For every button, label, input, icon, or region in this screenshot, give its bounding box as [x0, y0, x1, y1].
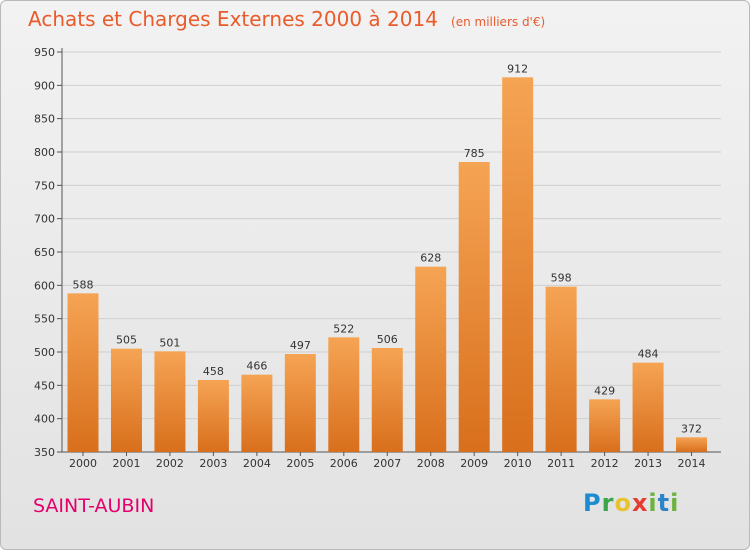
y-tick-label: 700 — [34, 213, 55, 226]
x-tick-label: 2003 — [199, 457, 227, 470]
y-tick-label: 400 — [34, 413, 55, 426]
bar — [197, 380, 229, 452]
y-tick-label: 500 — [34, 346, 55, 359]
y-tick-label: 850 — [34, 113, 55, 126]
proxiti-logo: Proxiti — [583, 489, 679, 517]
bar-value-label: 497 — [290, 339, 311, 352]
bar — [676, 437, 708, 452]
bar — [545, 286, 577, 452]
bar — [589, 399, 621, 452]
logo-letter: i — [648, 489, 658, 517]
bar-value-label: 466 — [246, 360, 267, 373]
logo-letter: o — [614, 489, 632, 517]
bar-value-label: 429 — [594, 384, 615, 397]
x-tick-label: 2000 — [69, 457, 97, 470]
bar — [415, 266, 447, 452]
bar-value-label: 506 — [377, 333, 398, 346]
bar — [154, 351, 186, 452]
y-tick-label: 800 — [34, 146, 55, 159]
bar — [502, 77, 534, 452]
bar — [110, 348, 142, 452]
x-tick-label: 2001 — [112, 457, 140, 470]
x-tick-label: 2009 — [460, 457, 488, 470]
bar — [371, 348, 403, 452]
y-tick-label: 900 — [34, 79, 55, 92]
bar-value-label: 588 — [73, 278, 94, 291]
bar — [458, 162, 490, 452]
y-tick-label: 750 — [34, 179, 55, 192]
bar-value-label: 785 — [464, 147, 485, 160]
bar — [284, 354, 316, 452]
bar-value-label: 501 — [159, 336, 180, 349]
y-tick-label: 550 — [34, 313, 55, 326]
y-tick-label: 350 — [34, 446, 55, 459]
bar-value-label: 458 — [203, 365, 224, 378]
bar — [67, 293, 99, 452]
logo-letter: P — [583, 489, 602, 517]
chart-unit-note: (en milliers d'€) — [451, 15, 546, 29]
logo-letter: t — [657, 489, 671, 517]
logo-letter: i — [670, 489, 680, 517]
bar — [632, 362, 664, 452]
x-tick-label: 2014 — [678, 457, 706, 470]
y-tick-label: 950 — [34, 46, 55, 59]
bar-value-label: 628 — [420, 252, 441, 265]
bar-value-label: 912 — [507, 62, 528, 75]
y-tick-label: 450 — [34, 379, 55, 392]
x-tick-label: 2008 — [417, 457, 445, 470]
logo-letter: r — [601, 489, 615, 517]
x-tick-label: 2005 — [286, 457, 314, 470]
x-tick-label: 2006 — [330, 457, 358, 470]
y-tick-label: 600 — [34, 279, 55, 292]
place-name: SAINT-AUBIN — [33, 495, 155, 517]
x-tick-label: 2012 — [591, 457, 619, 470]
bar-value-label: 598 — [551, 272, 572, 285]
y-tick-label: 650 — [34, 246, 55, 259]
x-tick-label: 2013 — [634, 457, 662, 470]
bar-value-label: 484 — [638, 348, 659, 361]
bar — [241, 374, 273, 452]
x-tick-label: 2011 — [547, 457, 575, 470]
x-tick-label: 2004 — [243, 457, 271, 470]
bar-value-label: 372 — [681, 422, 702, 435]
chart-title: Achats et Charges Externes 2000 à 2014 — [28, 7, 438, 31]
bar-value-label: 522 — [333, 322, 354, 335]
x-tick-label: 2010 — [504, 457, 532, 470]
x-tick-label: 2007 — [373, 457, 401, 470]
bar-value-label: 505 — [116, 334, 137, 347]
x-tick-label: 2002 — [156, 457, 184, 470]
chart-title-block: Achats et Charges Externes 2000 à 2014 (… — [28, 7, 545, 31]
logo-letter: x — [631, 489, 649, 517]
bar — [328, 337, 360, 452]
